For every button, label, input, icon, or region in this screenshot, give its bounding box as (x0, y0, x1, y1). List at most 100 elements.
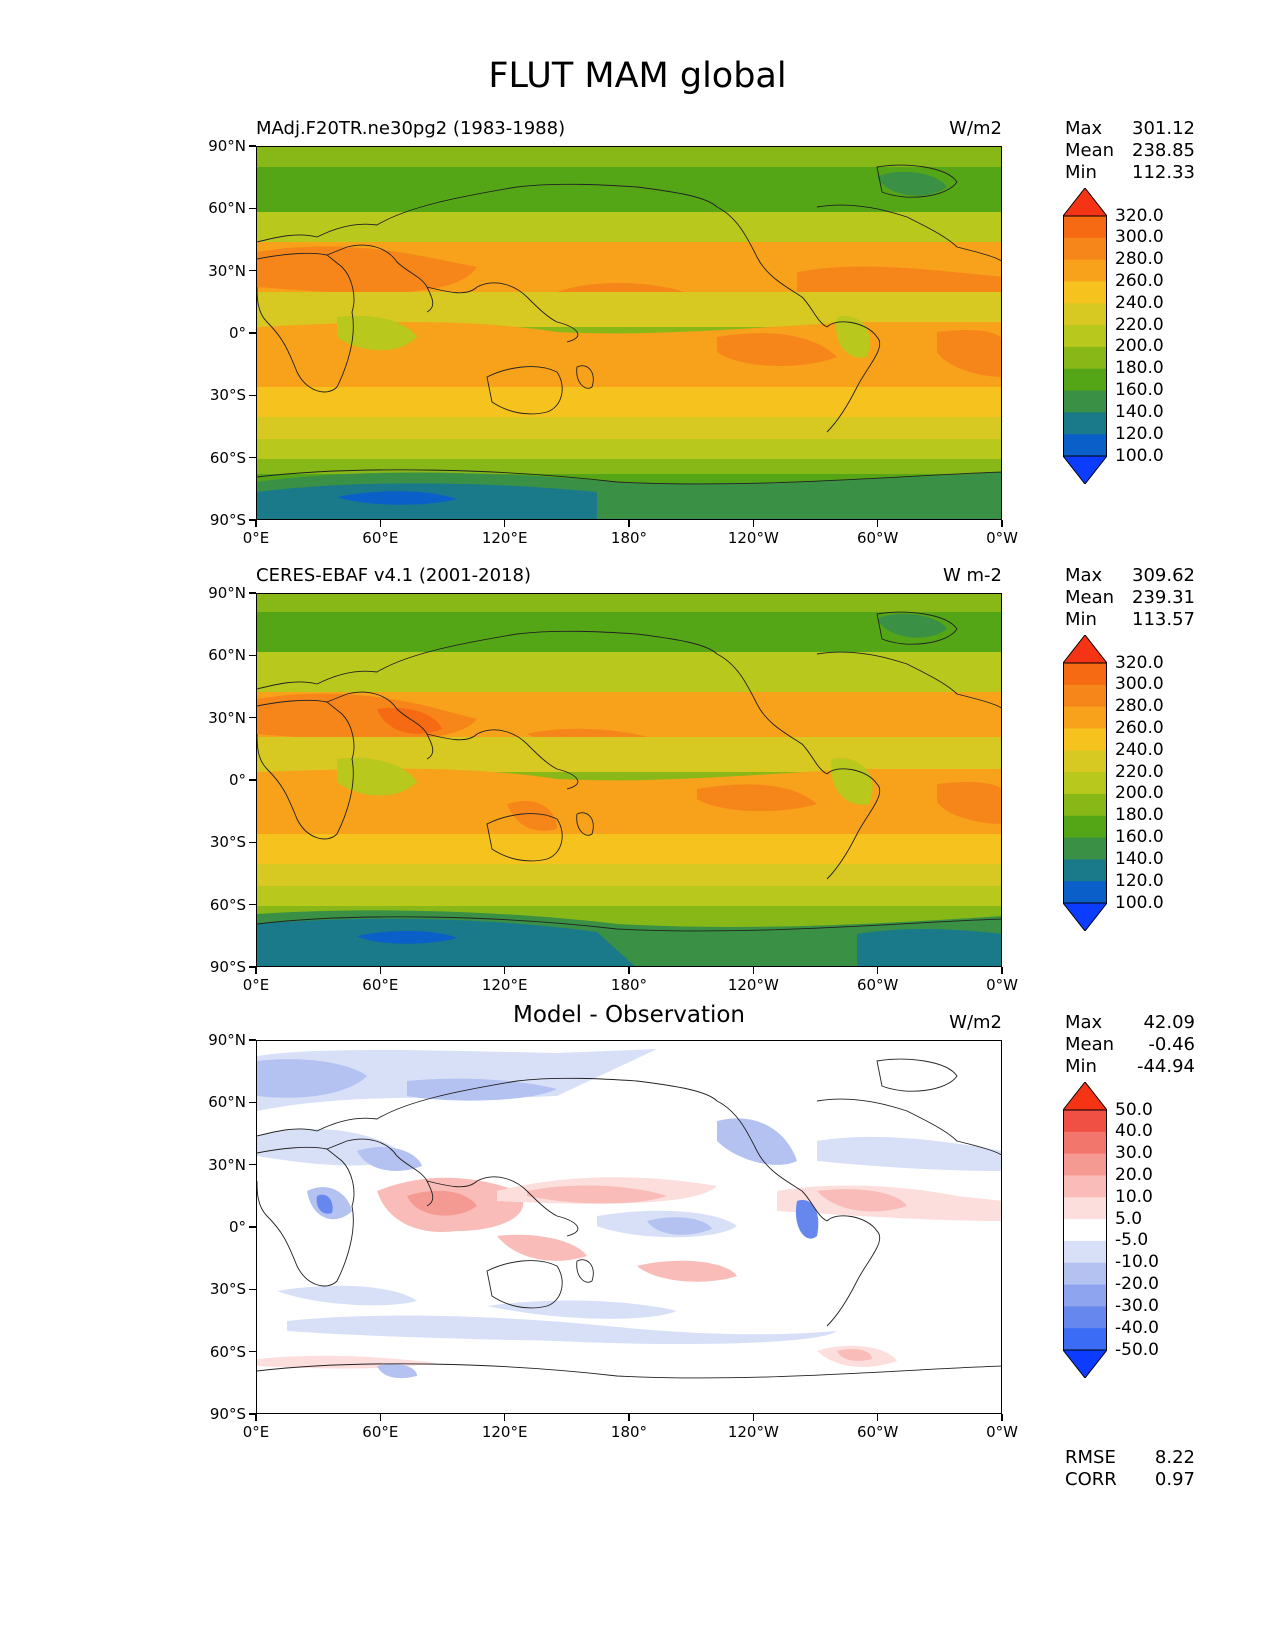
lon-tick (379, 967, 382, 974)
lat-tick-label: 90°N (208, 584, 246, 602)
panel-title: CERES-EBAF v4.1 (2001-2018) (256, 565, 532, 586)
lon-tick-label: 120°W (727, 529, 779, 547)
colorbar-extend-min (1063, 455, 1107, 484)
colorbar-outline (1063, 662, 1107, 904)
colorbar-label: -30.0 (1115, 1295, 1159, 1316)
colorbar-label: 300.0 (1115, 227, 1164, 248)
colorbar-swatch (1063, 728, 1107, 751)
stats-block: Max 42.09 Mean -0.46 Min -44.94 (1065, 1012, 1195, 1078)
colorbar-swatch (1063, 750, 1107, 773)
colorbar-label: 160.0 (1115, 380, 1164, 401)
colorbar-swatch (1063, 706, 1107, 729)
panel-observation: CERES-EBAF v4.1 (2001-2018) W m-2 (0, 565, 1275, 1025)
lat-tick (249, 1413, 256, 1415)
colorbar-swatch (1063, 837, 1107, 860)
colorbar-label: -20.0 (1115, 1274, 1159, 1295)
stat-label: Min (1065, 162, 1097, 183)
stat-label: Min (1065, 609, 1097, 630)
map-field (257, 594, 1001, 966)
colorbar-swatch (1063, 303, 1107, 326)
stat-label: Max (1065, 1012, 1103, 1033)
lon-tick-label: 0°E (242, 1423, 270, 1441)
lat-tick (249, 332, 256, 334)
panel-units: W m-2 (942, 565, 1002, 586)
lat-tick (249, 966, 256, 968)
lat-tick-label: 60°N (208, 1093, 246, 1112)
lat-tick (249, 779, 256, 781)
colorbar-swatch (1063, 793, 1107, 817)
colorbar-swatch (1063, 216, 1107, 239)
lon-tick (503, 967, 506, 974)
lat-tick-label: 90°S (209, 511, 246, 529)
lon-tick-label: 60°E (362, 1423, 399, 1441)
colorbar-label: 120.0 (1115, 423, 1164, 444)
map-field (257, 147, 1001, 519)
lon-tick (503, 520, 506, 527)
colorbar-label: 100.0 (1115, 445, 1164, 466)
stat-value: 309.62 (1132, 565, 1195, 586)
lon-tick (876, 520, 879, 527)
lat-tick (249, 1101, 256, 1104)
lat-tick-label: 30°S (209, 833, 246, 852)
colorbar-swatch (1063, 663, 1107, 686)
lat-tick (249, 207, 256, 210)
lon-tick-label: 120°E (481, 529, 528, 547)
stat-value: 239.31 (1132, 587, 1195, 608)
colorbar-outline (1063, 215, 1107, 457)
lat-tick-label: 30°N (208, 1155, 246, 1174)
stat-label: Mean (1065, 1034, 1115, 1055)
stat-value: 301.12 (1132, 118, 1195, 139)
colorbar-label: 280.0 (1115, 249, 1164, 270)
lat-tick (249, 269, 256, 272)
stat-label: Mean (1065, 140, 1115, 161)
panel-difference: Model - Observation W/m2 (0, 1002, 1275, 1472)
panel-model: MAdj.F20TR.ne30pg2 (1983-1988) W/m2 (0, 118, 1275, 578)
lon-tick-label: 0°W (986, 529, 1018, 547)
lon-tick-label: 0°W (986, 1423, 1018, 1441)
colorbar-label: 140.0 (1115, 401, 1164, 422)
colorbar-swatch (1063, 684, 1107, 708)
lon-tick-label: 120°W (727, 1423, 779, 1441)
lon-tick (876, 1414, 879, 1421)
colorbar-swatch (1063, 815, 1107, 839)
lat-tick (249, 456, 256, 459)
colorbar-swatch (1063, 1131, 1107, 1155)
colorbar-swatch (1063, 1219, 1107, 1242)
lon-tick-label: 60°W (856, 1423, 899, 1441)
colorbar-swatch (1063, 259, 1107, 282)
lat-tick (249, 1039, 256, 1041)
colorbar-swatch (1063, 1240, 1107, 1264)
map-plot (256, 1040, 1002, 1414)
lon-tick (628, 967, 630, 974)
colorbar-extend-max (1063, 1082, 1107, 1111)
stat-label: Max (1065, 118, 1103, 139)
colorbar-label: 120.0 (1115, 870, 1164, 891)
colorbar-label: 30.0 (1115, 1143, 1153, 1164)
lon-tick (255, 1414, 257, 1421)
lat-tick-label: 60°N (208, 646, 246, 665)
lat-tick (249, 1163, 256, 1166)
lat-tick-label: 0° (228, 324, 246, 342)
lat-tick-label: 90°N (208, 1031, 246, 1049)
lat-tick-label: 90°S (209, 1405, 246, 1423)
stat-label: Min (1065, 1056, 1097, 1077)
lon-tick (752, 1414, 755, 1421)
map-plot (256, 146, 1002, 520)
colorbar (1063, 188, 1107, 484)
colorbar-label: 180.0 (1115, 358, 1164, 379)
lat-tick-label: 60°S (209, 448, 246, 467)
stat-value: 112.33 (1132, 162, 1195, 183)
lat-tick-label: 60°S (209, 895, 246, 914)
lon-tick (1001, 967, 1003, 974)
panel-title: MAdj.F20TR.ne30pg2 (1983-1988) (256, 118, 566, 139)
lat-tick-label: 30°N (208, 261, 246, 280)
colorbar (1063, 1082, 1107, 1378)
colorbar-swatch (1063, 325, 1107, 348)
lat-tick (249, 1226, 256, 1228)
lat-tick (249, 145, 256, 147)
lon-tick-label: 180° (610, 1423, 648, 1441)
map-plot (256, 593, 1002, 967)
lon-tick-label: 0°E (242, 529, 270, 547)
colorbar-outline (1063, 1109, 1107, 1351)
panel-title: Model - Observation (512, 1002, 746, 1028)
